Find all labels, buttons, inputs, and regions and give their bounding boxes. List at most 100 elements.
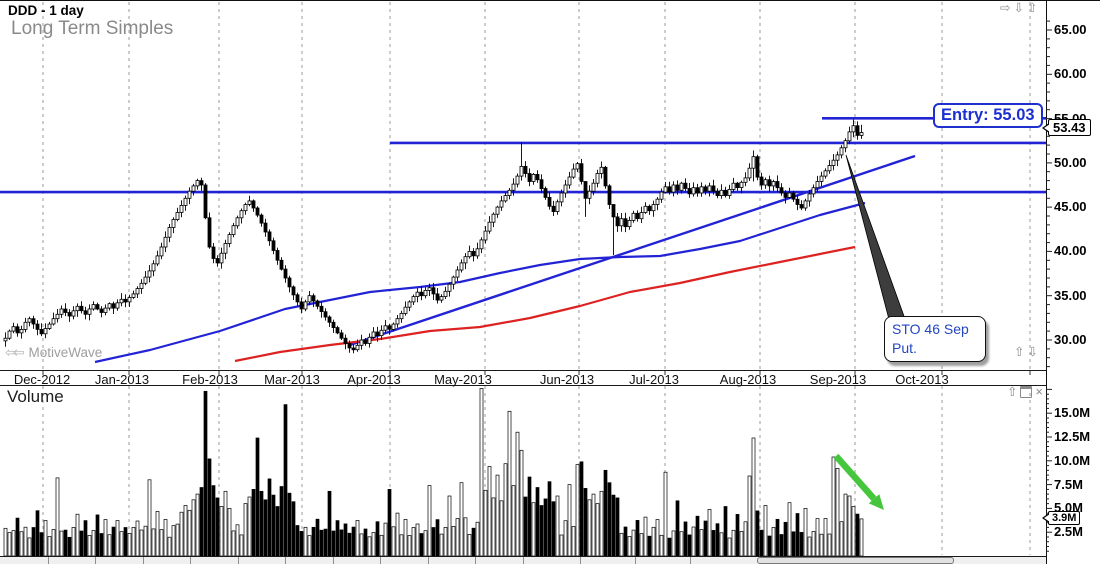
panel-close-icon[interactable]: × xyxy=(1035,385,1043,399)
scroll-up-icon[interactable]: ⇧ xyxy=(1014,345,1025,359)
candle xyxy=(311,295,316,302)
volume-bar xyxy=(59,530,64,556)
volume-bar xyxy=(523,496,528,556)
candle xyxy=(787,192,792,198)
candle xyxy=(163,236,168,248)
x-axis-label: Sep-2013 xyxy=(809,372,867,387)
scrollbar-divider xyxy=(190,557,191,564)
price-axis[interactable]: 65.0060.0055.0050.0045.0040.0035.0030.00… xyxy=(1046,0,1100,564)
candle xyxy=(423,289,428,297)
volume-bar xyxy=(359,533,364,556)
volume-panel-title: Volume xyxy=(7,387,64,406)
candle xyxy=(471,250,476,257)
candle xyxy=(219,252,224,264)
candle xyxy=(363,339,368,344)
candle xyxy=(35,323,40,330)
volume-bar xyxy=(631,529,636,556)
volume-bar xyxy=(519,449,524,556)
volume-bar xyxy=(115,520,120,556)
volume-bar xyxy=(627,536,632,556)
candle xyxy=(295,294,300,303)
price-axis-label: 60.00 xyxy=(1054,66,1087,82)
candle xyxy=(691,187,696,195)
candle xyxy=(575,163,580,170)
candle xyxy=(351,347,356,351)
scroll-down-icon[interactable]: ⇩ xyxy=(1013,1,1024,15)
candle xyxy=(859,132,864,136)
scrollbar-thumb[interactable] xyxy=(757,557,954,564)
volume-bar xyxy=(775,518,780,556)
candle xyxy=(267,231,272,242)
volume-bar xyxy=(7,532,12,556)
volume-bar xyxy=(339,529,344,556)
candle xyxy=(255,207,260,216)
candle xyxy=(275,250,280,261)
candle xyxy=(159,246,164,257)
candle xyxy=(451,276,456,285)
green-down-arrow[interactable] xyxy=(833,453,877,501)
volume-bar xyxy=(615,497,620,556)
candle xyxy=(439,296,444,301)
volume-bar xyxy=(827,533,832,556)
volume-bar xyxy=(559,534,564,556)
trade-note-callout[interactable]: STO 46 Sep Put. xyxy=(884,316,986,362)
uptrend-line[interactable] xyxy=(349,154,916,347)
volume-bar xyxy=(475,521,480,556)
motivewave-logo-icon: ⇦⇦ xyxy=(5,344,25,360)
pan-right-icon[interactable]: ⇨ xyxy=(1000,1,1011,15)
scrollbar-divider xyxy=(523,557,524,564)
volume-bar xyxy=(695,515,700,556)
panel-restore-icon[interactable] xyxy=(1020,386,1033,399)
candle xyxy=(151,263,156,272)
volume-bar xyxy=(647,535,652,556)
volume-bar xyxy=(199,487,204,556)
volume-bar xyxy=(823,518,828,556)
panel-up-icon[interactable]: ⇧ xyxy=(1007,385,1018,399)
candle xyxy=(39,328,44,335)
candle xyxy=(139,282,144,289)
watermark-label: MotiveWave xyxy=(28,345,103,360)
volume-bar xyxy=(471,527,476,556)
volume-bar xyxy=(583,488,588,556)
candle xyxy=(239,210,244,219)
candle xyxy=(99,308,104,313)
candle xyxy=(539,179,544,189)
volume-bar xyxy=(159,529,164,556)
scrollbar-divider xyxy=(690,557,691,564)
candle xyxy=(227,234,232,244)
candle xyxy=(183,197,188,206)
volume-bar xyxy=(295,525,300,556)
entry-annotation[interactable]: Entry: 55.03 xyxy=(933,103,1043,128)
candle xyxy=(447,283,452,292)
scroll-up-icon[interactable]: ⇧ xyxy=(1026,1,1038,15)
volume-axis-label: 7.5M xyxy=(1054,476,1083,492)
volume-bar xyxy=(535,487,540,556)
candle xyxy=(115,302,120,309)
x-axis-label: Jun-2013 xyxy=(539,372,595,387)
scroll-down-icon[interactable]: ⇩ xyxy=(1027,345,1038,359)
candle xyxy=(827,165,832,172)
time-scrollbar[interactable] xyxy=(0,557,1046,564)
price-axis-label: 50.00 xyxy=(1054,154,1087,170)
candle xyxy=(699,186,704,194)
volume-bar xyxy=(799,532,804,556)
volume-bar xyxy=(563,520,568,556)
candle xyxy=(279,259,284,270)
candle xyxy=(195,180,200,187)
candle xyxy=(375,331,380,336)
volume-bar xyxy=(71,527,76,556)
volume-bar xyxy=(383,522,388,556)
candle xyxy=(147,270,152,278)
volume-bar xyxy=(491,497,496,556)
candle xyxy=(499,200,504,208)
volume-bar xyxy=(551,501,556,556)
candle xyxy=(399,312,404,320)
candle xyxy=(71,310,76,317)
volume-bar xyxy=(795,513,800,556)
candle xyxy=(211,246,216,259)
volume-bar xyxy=(771,527,776,556)
candle xyxy=(415,291,420,298)
volume-bar xyxy=(783,521,788,556)
